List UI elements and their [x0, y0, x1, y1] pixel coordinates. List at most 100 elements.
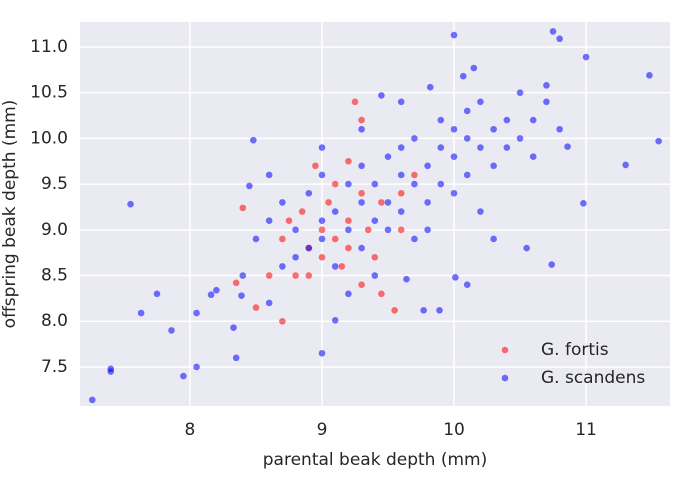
point [470, 64, 478, 72]
point [239, 204, 247, 212]
point [358, 125, 365, 133]
point [107, 368, 115, 375]
point [543, 82, 550, 89]
point [358, 199, 365, 206]
point [378, 290, 385, 298]
point [543, 98, 550, 106]
point [298, 208, 306, 215]
point [285, 217, 293, 224]
x-tick-label: 8 [185, 420, 196, 440]
point [564, 143, 571, 150]
point [239, 272, 247, 279]
point [378, 92, 385, 99]
point [318, 217, 326, 224]
point [358, 281, 365, 288]
x-tick-label: 11 [575, 420, 597, 440]
point [153, 290, 161, 298]
point [318, 253, 326, 261]
point [397, 208, 405, 215]
point [292, 226, 299, 234]
legend-label: G. scandens [541, 368, 645, 388]
point [312, 162, 319, 170]
point [384, 226, 392, 234]
point [331, 235, 339, 243]
point [213, 286, 220, 294]
point [180, 372, 187, 380]
point [411, 180, 418, 188]
legend-marker [501, 346, 509, 354]
point [345, 244, 352, 252]
point [279, 317, 286, 325]
point [490, 235, 497, 243]
point [420, 306, 427, 314]
y-axis-label: offspring beak depth (mm) [0, 100, 20, 329]
point [358, 189, 365, 197]
point [279, 263, 286, 270]
point [384, 199, 392, 206]
point [411, 235, 418, 243]
point [523, 244, 530, 252]
point [463, 281, 471, 288]
point [384, 153, 392, 160]
point [450, 189, 458, 197]
point [529, 116, 537, 124]
point [345, 180, 352, 188]
point [580, 200, 587, 207]
point [137, 309, 145, 317]
point [490, 162, 497, 170]
point [318, 349, 326, 357]
point [193, 309, 200, 317]
point [411, 171, 418, 179]
point [490, 125, 497, 133]
x-tick-label: 10 [443, 420, 465, 440]
point [437, 116, 445, 124]
y-tick-label: 9.5 [41, 174, 68, 194]
point [265, 299, 273, 307]
point [548, 261, 556, 268]
point [345, 157, 352, 165]
point [437, 180, 445, 188]
point [516, 89, 524, 96]
point [252, 304, 260, 311]
point [516, 135, 524, 142]
point [305, 189, 313, 197]
point [318, 171, 326, 179]
point [477, 208, 484, 215]
point [358, 244, 365, 252]
y-tick-label: 10.0 [30, 128, 68, 148]
point [292, 272, 299, 279]
legend-label: G. fortis [541, 340, 609, 360]
point [371, 253, 379, 261]
point [351, 98, 359, 106]
point [463, 171, 471, 179]
y-tick-label: 7.5 [41, 357, 68, 377]
point [424, 162, 431, 170]
point [305, 272, 313, 279]
point [477, 98, 484, 106]
point [646, 72, 653, 79]
point [207, 291, 215, 299]
point [331, 208, 339, 215]
point [424, 199, 431, 206]
point [450, 31, 458, 39]
point [556, 35, 563, 43]
point [426, 83, 434, 91]
point [345, 290, 352, 298]
x-tick-label: 9 [317, 420, 328, 440]
point [193, 363, 200, 371]
point [556, 125, 563, 133]
y-tick-label: 10.5 [30, 83, 68, 103]
point [371, 217, 379, 224]
point [436, 306, 443, 314]
point [397, 189, 405, 197]
point [378, 199, 385, 206]
point [582, 53, 590, 61]
point [318, 226, 326, 234]
point [325, 199, 332, 206]
y-tick-label: 8.5 [41, 266, 68, 286]
point [331, 263, 339, 270]
point [391, 306, 398, 314]
point [503, 144, 511, 151]
plot-area [80, 22, 670, 406]
